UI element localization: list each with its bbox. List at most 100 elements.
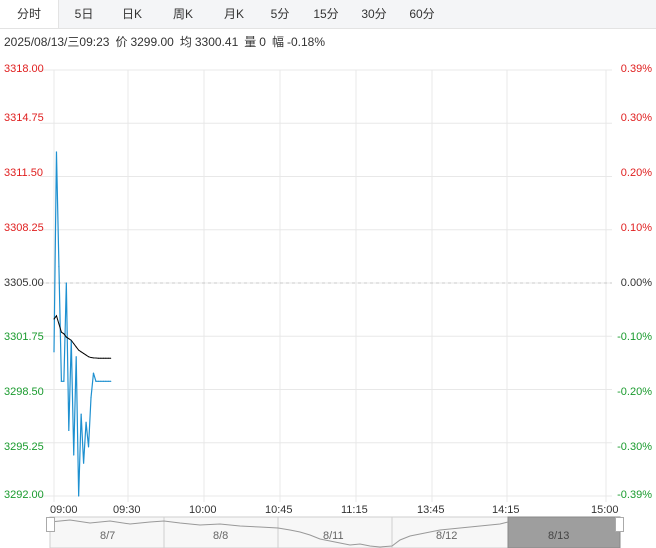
info-price: 3299.00 <box>130 35 174 49</box>
y-label-right: -0.39% <box>617 489 652 501</box>
info-chg: -0.18% <box>286 35 325 49</box>
y-label-right: -0.10% <box>617 331 652 343</box>
price-point <box>95 380 97 382</box>
info-vol-label: 量 <box>244 35 257 49</box>
navigator-date: 8/12 <box>436 530 458 542</box>
price-point <box>102 380 104 382</box>
avg-point <box>102 357 104 359</box>
tab-intraday[interactable]: 分时 <box>0 0 59 28</box>
info-price-label: 价 <box>115 35 128 49</box>
y-label-right: 0.00% <box>620 277 652 289</box>
price-point <box>92 372 95 374</box>
y-label-left: 3305.00 <box>4 277 44 289</box>
average-price-line <box>53 314 111 359</box>
price-point <box>83 462 85 464</box>
navigator-date-selected: 8/13 <box>548 530 570 542</box>
price-point <box>75 356 77 358</box>
avg-point <box>95 357 97 359</box>
avg-point <box>53 318 55 320</box>
navigator-right-handle[interactable] <box>615 517 624 532</box>
y-label-right: 0.20% <box>620 167 652 179</box>
info-avg-label: 均 <box>179 35 192 49</box>
y-label-right: -0.20% <box>617 386 652 398</box>
y-label-right: 0.30% <box>620 112 652 124</box>
price-point <box>110 380 112 382</box>
avg-point <box>110 357 112 359</box>
price-point <box>78 495 80 497</box>
price-line <box>53 151 111 497</box>
y-label-left: 3292.00 <box>4 489 44 501</box>
info-vol: 0 <box>259 35 266 49</box>
info-avg: 3300.41 <box>194 35 239 49</box>
chart-grid <box>40 69 612 502</box>
price-point <box>87 446 90 448</box>
x-label: 14:15 <box>492 504 520 516</box>
y-label-left: 3318.00 <box>4 63 44 75</box>
tab-15min[interactable]: 15分 <box>313 7 339 21</box>
tab-60min[interactable]: 60分 <box>409 7 435 21</box>
price-point <box>97 380 99 382</box>
x-label: 13:45 <box>417 504 445 516</box>
y-label-right: -0.30% <box>617 441 652 453</box>
price-point <box>63 380 65 382</box>
y-label-left: 3295.25 <box>4 441 44 453</box>
price-point <box>105 380 107 382</box>
avg-point <box>60 331 62 333</box>
price-point <box>107 380 109 382</box>
navigator-date: 8/11 <box>323 530 344 542</box>
avg-point <box>100 357 102 359</box>
avg-point <box>73 343 75 345</box>
navigator-date: 8/8 <box>213 530 229 542</box>
x-label: 10:00 <box>189 504 217 516</box>
avg-point <box>63 333 65 335</box>
period-tab-bar: 分时 5日 日K 周K 月K 5分 15分 30分 60分 <box>0 0 656 29</box>
avg-point <box>78 349 80 351</box>
info-datetime: 2025/08/13/三09:23 <box>4 35 110 49</box>
navigator-date: 8/7 <box>100 530 116 542</box>
price-point <box>73 454 75 456</box>
y-label-left: 3311.50 <box>4 167 43 179</box>
tab-5min[interactable]: 5分 <box>270 7 290 21</box>
tab-30min[interactable]: 30分 <box>361 7 387 21</box>
y-label-left: 3314.75 <box>4 112 44 124</box>
tab-5day[interactable]: 5日 <box>74 7 94 21</box>
price-point <box>60 380 63 382</box>
avg-point <box>105 357 107 359</box>
y-label-right: 0.10% <box>620 222 652 234</box>
price-point <box>90 397 92 399</box>
navigator-left-handle[interactable] <box>46 517 55 532</box>
avg-point <box>58 323 60 325</box>
price-point <box>55 151 58 153</box>
x-label: 10:45 <box>265 504 293 516</box>
avg-point <box>90 357 92 359</box>
info-chg-label: 幅 <box>271 35 284 49</box>
tab-weekly-k[interactable]: 周K <box>172 7 193 21</box>
avg-point <box>65 336 67 338</box>
avg-point <box>92 357 94 359</box>
x-label: 09:00 <box>50 504 78 516</box>
price-point <box>100 380 102 382</box>
quote-info-line: 2025/08/13/三09:23 价 3299.00 均 3300.41 量 0 幅 -0.1… <box>4 33 331 50</box>
x-label: 15:00 <box>591 504 619 516</box>
x-label: 09:30 <box>113 504 141 516</box>
avg-point <box>80 351 82 353</box>
price-point <box>80 413 82 415</box>
avg-point <box>85 354 87 356</box>
price-point <box>58 266 60 268</box>
y-label-left: 3298.50 <box>4 386 44 398</box>
avg-point <box>107 357 109 359</box>
y-label-right: 0.39% <box>620 63 652 75</box>
avg-point <box>70 339 72 341</box>
avg-point <box>83 352 85 354</box>
avg-point <box>97 357 99 359</box>
avg-point <box>68 338 70 340</box>
tab-daily-k[interactable]: 日K <box>121 7 142 21</box>
tab-monthly-k[interactable]: 月K <box>223 7 244 21</box>
x-label: 11:15 <box>341 504 368 516</box>
price-point <box>65 282 67 284</box>
price-point <box>85 421 87 423</box>
avg-point <box>88 356 90 358</box>
avg-point <box>75 346 77 348</box>
price-point <box>53 351 55 353</box>
